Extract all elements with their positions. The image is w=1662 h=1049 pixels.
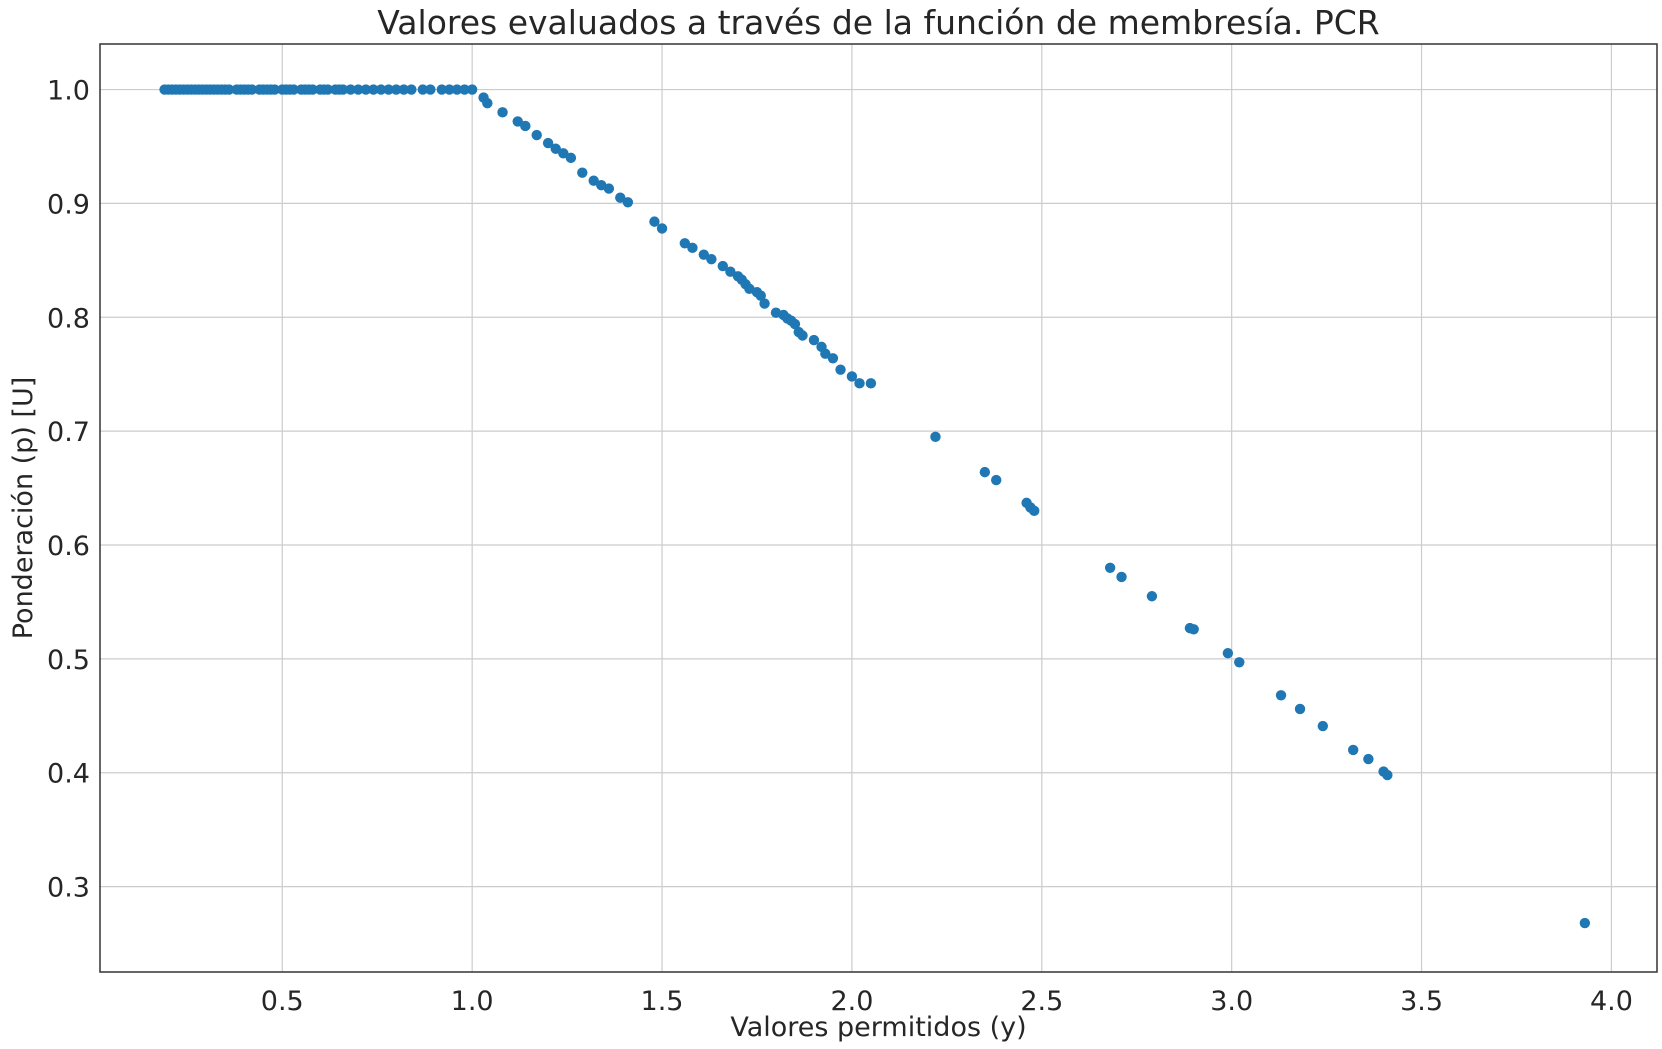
data-point xyxy=(827,353,839,364)
x-tick-label: 3.0 xyxy=(1210,986,1253,1017)
data-points xyxy=(159,84,1591,929)
data-point xyxy=(425,84,436,95)
data-point xyxy=(1116,571,1127,583)
data-point xyxy=(656,223,668,234)
data-point xyxy=(698,249,710,260)
data-point xyxy=(1382,769,1393,781)
data-point xyxy=(337,84,349,95)
x-tick-label: 0.5 xyxy=(261,986,304,1017)
data-point xyxy=(622,197,634,208)
data-point xyxy=(1104,562,1116,573)
data-point xyxy=(444,84,455,95)
y-axis-label: Ponderación (p) [U] xyxy=(8,377,39,640)
data-point xyxy=(835,364,846,375)
data-point xyxy=(649,216,660,227)
data-point xyxy=(687,242,698,254)
data-point xyxy=(375,84,387,95)
data-point xyxy=(417,84,428,95)
x-tick-label: 2.5 xyxy=(1020,986,1063,1017)
data-point xyxy=(360,84,372,95)
y-tick-label: 0.4 xyxy=(47,759,90,790)
data-point xyxy=(1146,591,1158,602)
data-point xyxy=(512,116,523,127)
data-point xyxy=(307,84,318,95)
data-point xyxy=(406,84,417,95)
data-point xyxy=(383,84,394,95)
data-point xyxy=(679,238,691,249)
x-tick-label: 2.0 xyxy=(830,986,873,1017)
data-point xyxy=(1222,647,1234,659)
data-point xyxy=(820,348,831,359)
data-point xyxy=(558,148,569,159)
y-tick-label: 0.6 xyxy=(47,531,90,562)
data-point xyxy=(520,120,531,132)
data-point xyxy=(615,192,626,203)
data-point xyxy=(451,84,463,95)
y-tick-label: 0.8 xyxy=(47,303,90,334)
data-point xyxy=(1579,917,1591,929)
data-point xyxy=(345,84,356,95)
data-point xyxy=(565,152,577,164)
data-point xyxy=(797,330,808,341)
data-point xyxy=(368,84,379,95)
data-point xyxy=(223,84,235,95)
data-point xyxy=(269,84,280,95)
data-point xyxy=(1234,657,1245,668)
data-point xyxy=(466,84,478,95)
y-tick-label: 0.3 xyxy=(47,873,90,904)
data-point xyxy=(1363,753,1374,765)
chart-title: Valores evaluados a través de la función… xyxy=(377,3,1379,42)
y-tick-label: 1.0 xyxy=(47,76,90,107)
data-point xyxy=(1029,505,1040,517)
data-point xyxy=(577,167,588,178)
x-tick-label: 3.5 xyxy=(1400,986,1443,1017)
x-tick-label: 4.0 xyxy=(1590,986,1633,1017)
data-point xyxy=(865,378,877,389)
data-point xyxy=(459,84,470,95)
x-axis-label: Valores permitidos (y) xyxy=(730,1012,1026,1043)
data-point xyxy=(542,137,554,149)
data-point xyxy=(398,84,410,95)
data-point xyxy=(725,266,736,277)
y-tick-label: 0.5 xyxy=(47,645,90,676)
x-tick-label: 1.0 xyxy=(451,986,494,1017)
data-point xyxy=(854,378,865,389)
data-point xyxy=(436,84,447,95)
data-point xyxy=(808,334,820,346)
data-point xyxy=(717,260,728,272)
data-point xyxy=(246,84,258,95)
data-point xyxy=(930,431,941,443)
data-point xyxy=(322,84,334,95)
data-point xyxy=(1188,624,1199,635)
data-point xyxy=(497,107,508,118)
data-point xyxy=(1317,720,1329,732)
data-point xyxy=(979,466,991,478)
data-point xyxy=(1294,703,1306,715)
data-point xyxy=(789,318,801,330)
y-tick-label: 0.9 xyxy=(47,189,90,220)
data-point xyxy=(288,84,299,95)
data-point xyxy=(759,298,770,309)
data-point xyxy=(391,84,402,95)
data-point xyxy=(531,129,542,141)
data-point xyxy=(353,84,364,95)
data-point xyxy=(603,183,615,194)
data-point xyxy=(846,371,858,382)
data-point xyxy=(755,290,766,301)
x-tick-label: 1.5 xyxy=(641,986,684,1017)
tick-labels: 0.5 1.0 1.5 2.0 2.5 3.0 3.5 4.0 0.3 0.4 0.5 0.6 0.7 0… xyxy=(47,76,1633,1017)
grid-layer xyxy=(100,44,1657,972)
y-tick-label: 0.7 xyxy=(47,417,90,448)
data-point xyxy=(550,143,561,154)
data-point xyxy=(1275,690,1287,701)
plot-frame xyxy=(99,43,1658,973)
data-point xyxy=(706,254,717,265)
data-point xyxy=(1347,744,1359,756)
data-point xyxy=(482,98,493,109)
data-point xyxy=(991,474,1002,486)
data-point xyxy=(588,175,599,186)
